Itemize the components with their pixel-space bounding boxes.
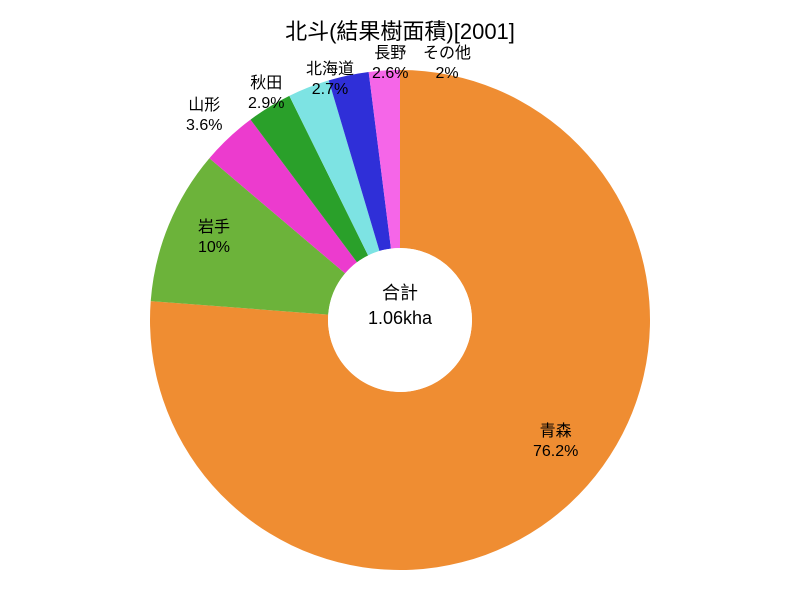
slice-pct: 2.6% [372, 64, 408, 84]
slice-pct: 2% [423, 64, 471, 84]
slice-label: 北海道2.7% [306, 60, 354, 100]
slice-name: 青森 [533, 422, 578, 442]
slice-label: 岩手10% [198, 218, 230, 258]
slice-name: 岩手 [198, 218, 230, 238]
slice-pct: 2.7% [306, 80, 354, 100]
pie-chart-container: 北斗(結果樹面積)[2001] 青森76.2%岩手10%山形3.6%秋田2.9%… [0, 0, 800, 600]
slice-name: 長野 [372, 44, 408, 64]
center-label-top: 合計 [368, 281, 432, 306]
slice-name: 秋田 [248, 74, 284, 94]
slice-label: 長野2.6% [372, 44, 408, 84]
center-label-bottom: 1.06kha [368, 306, 432, 331]
slice-pct: 10% [198, 238, 230, 258]
center-label: 合計 1.06kha [368, 281, 432, 331]
slice-label: 山形3.6% [186, 96, 222, 136]
slice-pct: 2.9% [248, 94, 284, 114]
slice-pct: 3.6% [186, 116, 222, 136]
slice-label: 青森76.2% [533, 422, 578, 462]
slice-name: 北海道 [306, 60, 354, 80]
slice-name: 山形 [186, 96, 222, 116]
slice-pct: 76.2% [533, 442, 578, 462]
slice-label: 秋田2.9% [248, 74, 284, 114]
slice-label: その他2% [423, 44, 471, 84]
slice-name: その他 [423, 44, 471, 64]
